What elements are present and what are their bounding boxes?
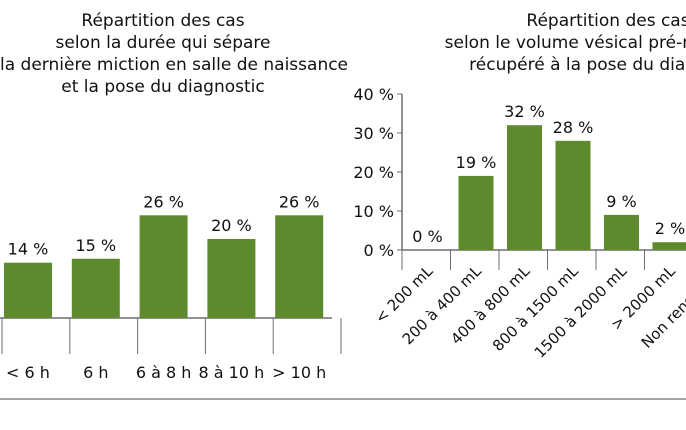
left-bar-value-label: 26 % [143, 192, 184, 211]
left-chart-title: Répartition des cas selon la durée qui s… [0, 10, 349, 98]
left-bar-value-label: 20 % [211, 216, 252, 235]
right-y-tick-label: 20 % [353, 163, 394, 182]
right-title-line-1: Répartition des cas [526, 11, 686, 31]
right-y-tick-label: 10 % [353, 202, 394, 221]
left-bar-value-label: 26 % [279, 192, 320, 211]
right-y-tick-label: 0 % [364, 241, 394, 260]
right-bar-5 [604, 214, 639, 250]
left-title-line-3: la dernière miction en salle de naissanc… [0, 55, 349, 75]
right-bar-value-label: 9 % [606, 192, 636, 211]
right-y-tick-label: 40 % [353, 85, 394, 104]
right-bar-value-label: 2 % [655, 219, 685, 238]
right-category-label: 800 à 1500 mL [489, 262, 582, 355]
bottom-divider [0, 398, 686, 400]
left-title-line-4: et la pose du diagnostic [61, 77, 265, 97]
right-title-line-2: selon le volume vésical pré-mictionnel [444, 33, 686, 53]
left-bar-4 [207, 239, 256, 318]
left-category-label: > 10 h [272, 363, 326, 382]
left-title-line-2: selon la durée qui sépare [55, 33, 271, 53]
right-bar-value-label: 32 % [504, 102, 545, 121]
right-chart-title: Répartition des cas selon le volume vési… [388, 10, 686, 76]
right-y-tick-label: 30 % [353, 124, 394, 143]
left-bar-5 [275, 215, 324, 318]
left-category-label: 6 à 8 h [136, 363, 192, 382]
left-bar-2 [71, 258, 120, 318]
left-bar-value-label: 14 % [8, 240, 49, 259]
right-bar-value-label: 19 % [456, 153, 497, 172]
right-bar-3 [507, 125, 542, 250]
left-title-line-1: Répartition des cas [81, 11, 245, 31]
right-bar-value-label: 28 % [553, 118, 594, 137]
left-category-label: 8 à 10 h [199, 363, 265, 382]
right-bar-6 [652, 242, 686, 250]
left-bar-value-label: 15 % [75, 236, 116, 255]
right-bar-value-label: 0 % [412, 227, 442, 246]
left-category-label: < 6 h [6, 363, 50, 382]
left-bar-3 [139, 215, 188, 318]
right-bar-2 [458, 175, 494, 250]
left-category-label: 6 h [83, 363, 108, 382]
right-bar-4 [555, 140, 591, 250]
right-title-line-3: récupéré à la pose du diagnostic [469, 55, 686, 75]
left-bar-1 [4, 262, 52, 318]
